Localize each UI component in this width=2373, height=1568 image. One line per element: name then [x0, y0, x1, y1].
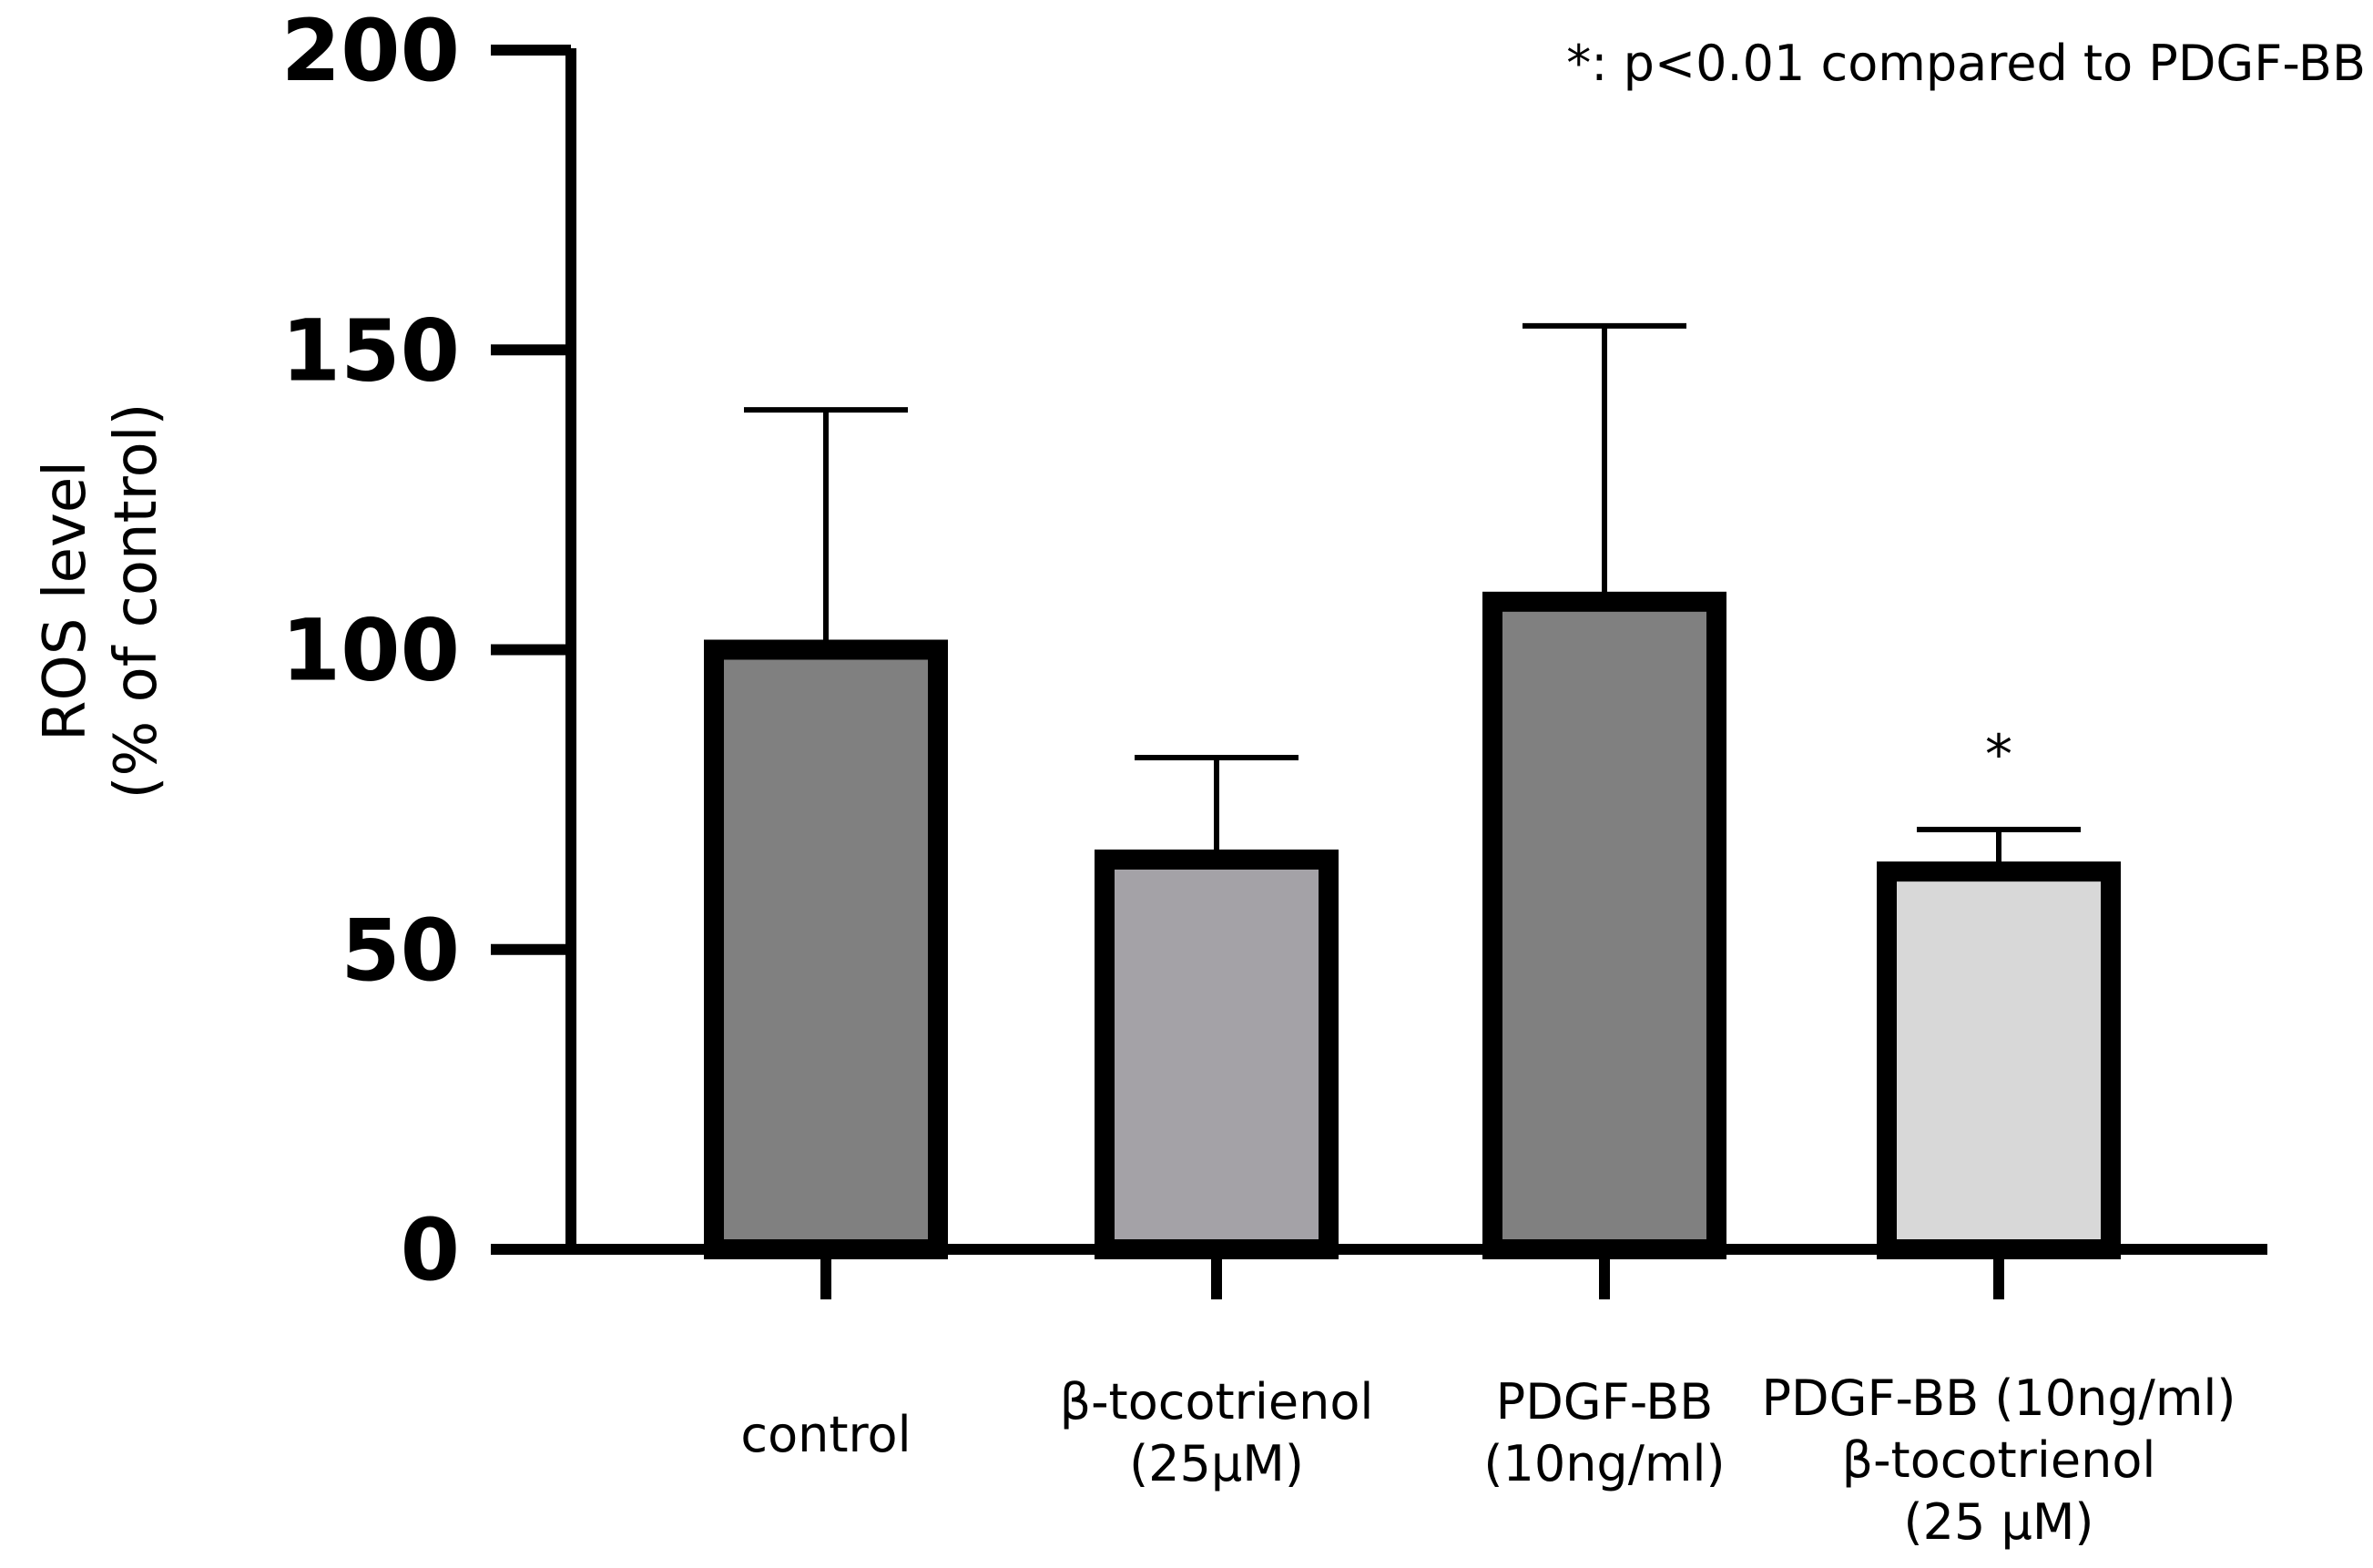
bar [1482, 591, 1726, 1259]
bar [704, 639, 948, 1259]
x-category-label: β-tocotrienol [1842, 1431, 2156, 1489]
x-category-label: (25μM) [1129, 1435, 1304, 1492]
y-tick-label: 200 [281, 2, 460, 101]
x-category-label: (10ng/ml) [1483, 1435, 1725, 1492]
y-tick-label: 150 [281, 301, 460, 401]
y-axis-title-line: ROS level [32, 461, 99, 741]
chart-bars [704, 322, 2121, 1260]
significance-note: *: p<0.01 compared to PDGF-BB [1566, 35, 2366, 92]
bar [1877, 861, 2121, 1260]
y-axis-title: ROS level (% of control) [32, 403, 170, 799]
y-tick-label: 0 [401, 1201, 460, 1300]
significance-marker: * [1985, 723, 2012, 787]
y-tick-label: 100 [281, 602, 460, 701]
x-category-label: PDGF-BB (10ng/ml) [1761, 1369, 2236, 1427]
y-tick-label: 50 [341, 901, 460, 1001]
bar [1095, 849, 1339, 1259]
chart-labels: controlβ-tocotrienol(25μM)PDGF-BB(10ng/m… [32, 35, 2366, 1551]
y-axis-title-line: (% of control) [103, 403, 170, 799]
x-category-label: PDGF-BB [1496, 1373, 1714, 1431]
x-category-label: control [740, 1406, 911, 1463]
x-category-label: β-tocotrienol [1060, 1373, 1374, 1431]
x-category-label: (25 μM) [1904, 1493, 2094, 1551]
